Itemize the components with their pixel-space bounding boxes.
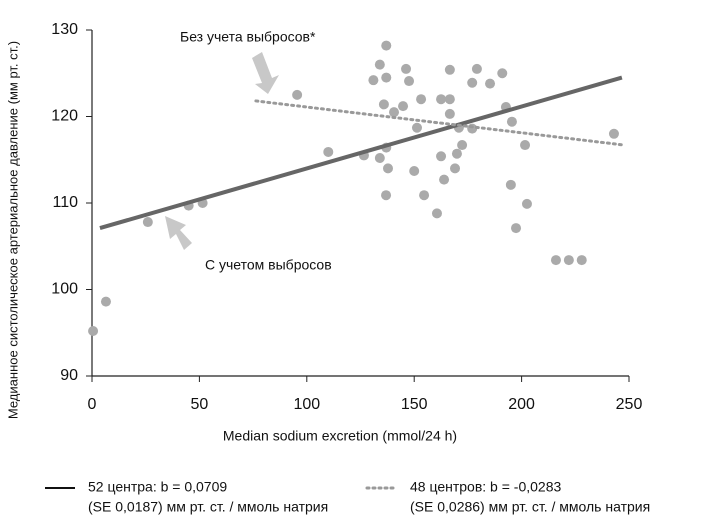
point bbox=[409, 165, 420, 176]
point bbox=[506, 116, 517, 127]
point bbox=[563, 255, 574, 266]
arrow bbox=[252, 52, 279, 94]
y-axis-label: Медианное систолическое артериальное дав… bbox=[5, 41, 20, 419]
point bbox=[374, 59, 385, 70]
annotation: Без учета выбросов* bbox=[180, 29, 316, 45]
point bbox=[401, 63, 412, 74]
y-tick-label: 110 bbox=[52, 194, 78, 211]
point bbox=[382, 163, 393, 174]
point bbox=[450, 163, 461, 174]
point bbox=[419, 190, 430, 201]
x-tick-label: 50 bbox=[191, 396, 209, 413]
point bbox=[521, 198, 532, 209]
point bbox=[368, 75, 379, 86]
point bbox=[576, 255, 587, 266]
y-tick-label: 120 bbox=[51, 108, 78, 125]
regression-line bbox=[99, 75, 623, 231]
x-tick-label: 150 bbox=[401, 396, 428, 413]
x-tick-label: 250 bbox=[616, 396, 643, 413]
point bbox=[416, 94, 427, 105]
point bbox=[550, 255, 561, 266]
x-tick-label: 100 bbox=[293, 396, 320, 413]
annotation: С учетом выбросов bbox=[205, 257, 332, 273]
point bbox=[431, 208, 442, 219]
point bbox=[497, 68, 508, 79]
y-tick-label: 90 bbox=[60, 367, 78, 384]
point bbox=[505, 179, 516, 190]
point bbox=[444, 108, 455, 119]
point bbox=[608, 128, 619, 139]
point bbox=[381, 40, 392, 51]
point bbox=[444, 94, 455, 105]
legend-label: 48 центров: b = -0,0283 bbox=[410, 479, 561, 495]
point bbox=[444, 64, 455, 75]
legend-detail: (SE 0,0286) мм рт. ст. / ммоль натрия bbox=[410, 499, 650, 515]
point bbox=[457, 140, 468, 151]
point bbox=[88, 326, 99, 337]
point bbox=[467, 77, 478, 88]
regression-line bbox=[254, 99, 626, 147]
point bbox=[411, 122, 422, 133]
point bbox=[381, 72, 392, 83]
point bbox=[439, 174, 450, 185]
point bbox=[323, 146, 334, 157]
legend-label: 52 центра: b = 0,0709 bbox=[88, 479, 227, 495]
y-tick-label: 100 bbox=[51, 281, 78, 298]
point bbox=[398, 101, 409, 112]
point bbox=[374, 153, 385, 164]
legend-detail: (SE 0,0187) мм рт. ст. / ммоль натрия bbox=[88, 499, 328, 515]
point bbox=[292, 89, 303, 100]
point bbox=[511, 223, 522, 234]
point bbox=[436, 94, 447, 105]
point bbox=[404, 76, 415, 87]
point bbox=[451, 148, 462, 159]
point bbox=[100, 296, 111, 307]
point bbox=[142, 217, 153, 228]
x-axis-label: Median sodium excretion (mmol/24 h) bbox=[223, 428, 457, 444]
point bbox=[381, 190, 392, 201]
point bbox=[436, 151, 447, 162]
point bbox=[378, 99, 389, 110]
y-tick-label: 130 bbox=[51, 21, 78, 38]
point bbox=[520, 140, 531, 151]
point bbox=[485, 78, 496, 89]
point bbox=[471, 63, 482, 74]
x-tick-label: 0 bbox=[88, 396, 97, 413]
x-tick-label: 200 bbox=[508, 396, 535, 413]
arrow bbox=[165, 216, 192, 250]
point bbox=[389, 107, 400, 118]
